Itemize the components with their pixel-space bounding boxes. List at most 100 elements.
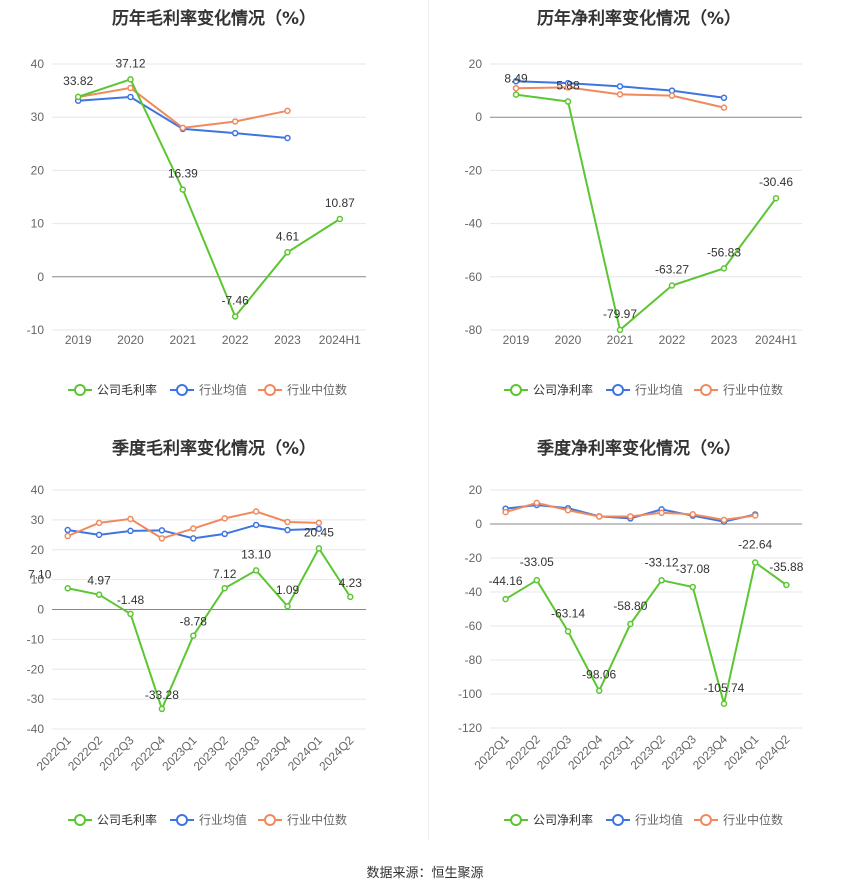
x-tick-label: 2019: [503, 333, 530, 347]
data-point-avg: [127, 527, 134, 535]
data-point-company: [564, 628, 572, 635]
y-tick-label: 0: [37, 603, 44, 617]
y-tick-label: -20: [27, 662, 45, 676]
data-point-company: [751, 559, 759, 566]
legend-swatch-marker: [510, 814, 522, 826]
data-point-company: [179, 186, 187, 193]
data-point-median: [231, 118, 239, 125]
data-point-avg: [616, 83, 624, 90]
data-point-avg: [127, 93, 134, 101]
data-point-median: [564, 506, 572, 514]
data-point-avg: [284, 526, 291, 534]
legend-label: 行业均值: [199, 382, 247, 397]
data-point-company: [252, 567, 260, 574]
data-point-median: [284, 107, 291, 115]
chart-title: 季度净利率变化情况（%）: [536, 439, 742, 459]
series-line-median: [77, 86, 288, 129]
x-tick-label: 2020: [117, 333, 144, 347]
legend-swatch-marker: [176, 814, 188, 826]
legend-label: 行业中位数: [723, 382, 783, 397]
data-point-company: [720, 265, 728, 272]
y-tick-label: 40: [31, 483, 45, 497]
data-point-company: [127, 610, 134, 618]
data-label: -98.06: [582, 668, 616, 682]
data-point-avg: [221, 530, 228, 538]
data-point-median: [720, 516, 728, 524]
x-tick-label: 2023: [274, 333, 301, 347]
data-label: -33.12: [645, 555, 679, 569]
y-tick-label: -80: [465, 653, 483, 667]
data-point-median: [64, 532, 71, 540]
y-tick-label: -40: [27, 722, 45, 736]
data-point-company: [720, 700, 728, 708]
data-point-company: [127, 76, 134, 83]
data-label: -22.64: [738, 537, 772, 551]
series-line-company: [505, 560, 787, 705]
data-point-median: [252, 508, 260, 515]
data-label: 20.45: [304, 525, 334, 539]
data-point-avg: [315, 525, 323, 533]
data-point-company: [668, 282, 676, 289]
legend-swatch-marker: [612, 814, 624, 826]
chart-panel-annual-net-margin: 历年净利率变化情况（%） -80 -60 -40 -20 0 20 2019 2020 2021…: [428, 4, 850, 424]
data-point-company: [658, 577, 665, 584]
legend-swatch-marker: [700, 384, 712, 396]
data-point-median: [658, 509, 665, 517]
data-point-company: [95, 591, 103, 598]
data-point-median: [127, 515, 134, 523]
data-point-avg: [95, 531, 103, 539]
data-label: 4.23: [339, 576, 363, 590]
y-tick-label: 10: [31, 217, 45, 231]
x-tick-label: 2024Q2: [752, 732, 792, 772]
data-point-company: [158, 705, 166, 713]
data-point-company: [284, 602, 291, 610]
data-point-median: [595, 513, 603, 520]
data-label: 37.12: [115, 56, 145, 70]
chart-canvas: -80 -60 -40 -20 0 20 2019 2020 2021 2022 2023 2024H…: [465, 57, 802, 397]
legend-label: 行业中位数: [287, 812, 347, 827]
data-label: -79.97: [603, 307, 637, 321]
data-point-company: [74, 93, 82, 101]
x-tick-label: 2020: [555, 333, 582, 347]
legend-swatch-marker: [510, 384, 522, 396]
y-tick-label: 20: [31, 543, 45, 557]
data-point-company: [284, 249, 291, 256]
data-point-avg: [668, 87, 676, 94]
y-tick-label: 10: [31, 573, 45, 587]
data-point-median: [158, 535, 166, 542]
legend-swatch-marker: [264, 384, 276, 396]
data-point-company: [512, 91, 520, 98]
data-label: 7.12: [213, 567, 237, 581]
y-tick-label: -10: [27, 632, 45, 646]
data-point-median: [751, 512, 759, 519]
y-tick-label: 30: [31, 513, 45, 527]
legend-label: 公司毛利率: [97, 812, 157, 827]
legend-label: 公司毛利率: [97, 382, 157, 397]
data-label: -33.05: [520, 555, 554, 569]
x-tick-label: 2021: [607, 333, 634, 347]
y-tick-label: 20: [469, 57, 483, 71]
data-label: -8.78: [180, 615, 208, 629]
y-tick-label: -40: [465, 585, 483, 599]
y-tick-label: 30: [31, 110, 45, 124]
data-point-median: [533, 499, 541, 507]
data-point-median: [689, 511, 697, 518]
chart-canvas: -120-100-80-60-40-200202022Q12022Q22022Q…: [458, 483, 804, 827]
data-point-company: [783, 581, 790, 589]
legend-swatch-marker: [612, 384, 624, 396]
y-tick-label: -60: [465, 619, 483, 633]
data-label: -35.88: [769, 560, 803, 574]
data-point-median: [512, 84, 520, 92]
data-point-avg: [284, 134, 291, 142]
data-label: 1.09: [276, 583, 300, 597]
data-label: -56.83: [707, 245, 741, 259]
x-tick-label: 2022: [222, 333, 249, 347]
data-point-company: [190, 632, 197, 639]
data-label: -33.28: [145, 688, 179, 702]
series-line-company: [67, 546, 352, 712]
data-point-avg: [231, 129, 239, 137]
data-point-company: [595, 687, 603, 694]
data-point-median: [127, 84, 134, 92]
data-point-company: [564, 98, 572, 105]
data-label: -37.08: [676, 562, 710, 576]
